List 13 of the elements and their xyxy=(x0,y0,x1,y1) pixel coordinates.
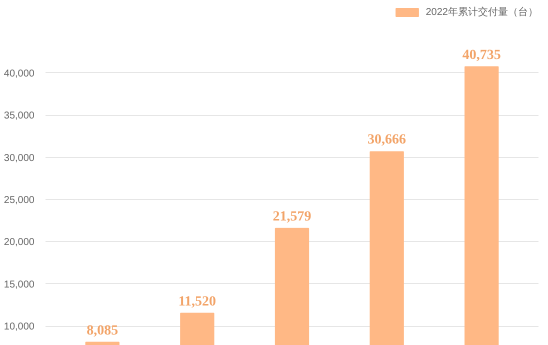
y-tick-label: 25,000 xyxy=(4,195,35,206)
y-tick-label: 40,000 xyxy=(4,68,35,80)
text: 40,735 xyxy=(462,48,501,63)
y-tick-label: 20,000 xyxy=(4,237,35,248)
y-tick-label: 30,000 xyxy=(4,152,35,164)
text: 11,520 xyxy=(178,294,216,310)
text: 21,579 xyxy=(272,209,312,224)
text: 8,085 xyxy=(86,323,118,338)
y-tick-label: 35,000 xyxy=(4,110,35,122)
y-tick-label: 10,000 xyxy=(4,322,35,333)
y-tick-label: 15,000 xyxy=(4,279,35,290)
legend-label: 2022年累计交付量（台） xyxy=(426,6,538,19)
text: 30,666 xyxy=(368,132,406,148)
